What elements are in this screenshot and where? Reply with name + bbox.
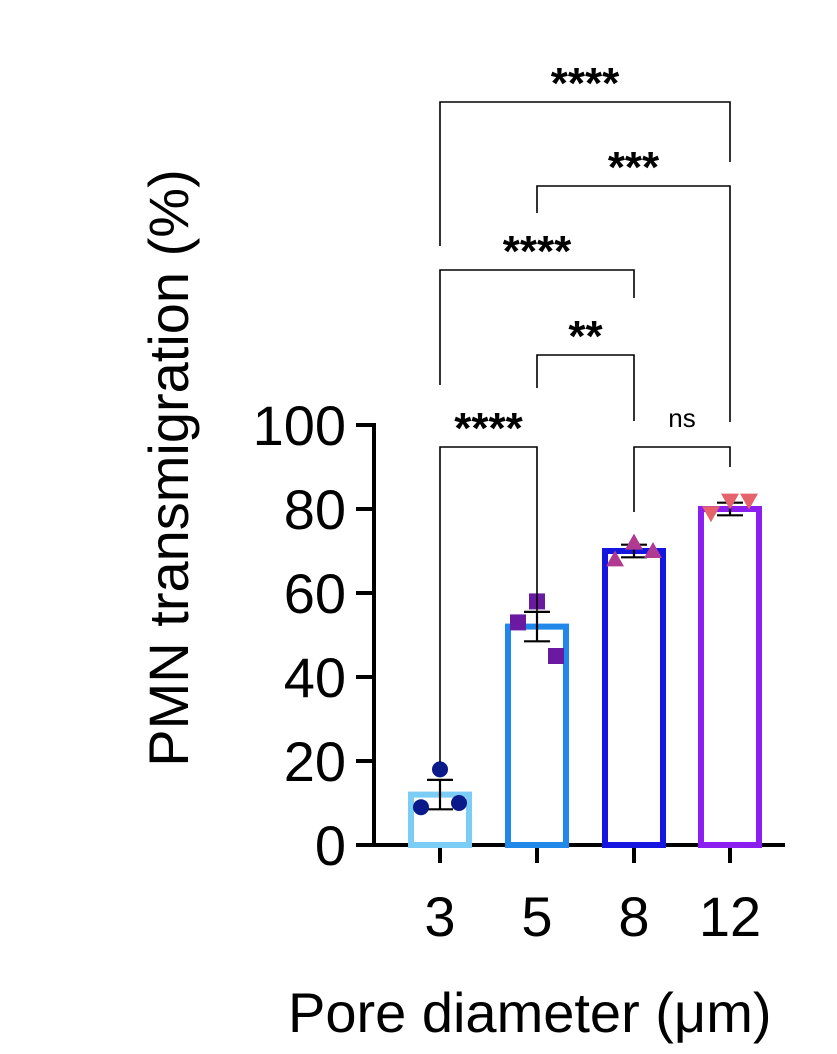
bars	[408, 506, 762, 848]
comparison-bracket	[536, 354, 635, 421]
y-tick-label: 0	[315, 814, 346, 877]
y-tick-label: 100	[253, 394, 346, 457]
data-point	[413, 799, 429, 816]
y-ticks: 0 20 40 60 80 100	[253, 394, 374, 877]
y-tick-label: 80	[284, 478, 346, 541]
significance-label: ***	[608, 143, 660, 192]
x-tick-label: 12	[699, 885, 761, 948]
significance-label: ****	[454, 404, 523, 453]
data-point	[451, 795, 467, 811]
comparison-bracket	[439, 101, 731, 246]
error-bars	[427, 501, 743, 811]
significance-brackets: ******ns***********	[439, 59, 731, 762]
data-point	[721, 493, 739, 510]
y-tick-label: 20	[284, 730, 346, 793]
x-tick-label: 8	[618, 885, 649, 948]
comparison-bracket	[439, 446, 538, 762]
significance-label: ****	[503, 227, 572, 276]
significance-label: ****	[551, 59, 620, 108]
y-axis-label: PMN transmigration (%)	[137, 169, 200, 766]
data-point	[606, 550, 624, 567]
y-tick-label: 40	[284, 646, 346, 709]
significance-label: **	[568, 312, 603, 361]
bar	[698, 506, 762, 848]
comparison-bracket	[439, 269, 635, 385]
data-point	[644, 542, 662, 558]
data-point	[510, 614, 526, 631]
data-point	[702, 506, 720, 523]
x-axis-label: Pore diameter (μm)	[288, 981, 772, 1044]
bar	[602, 548, 666, 848]
x-tick-label: 3	[424, 885, 455, 948]
data-point	[740, 493, 758, 510]
y-tick-label: 60	[284, 562, 346, 625]
comparison-bracket	[633, 446, 731, 512]
data-point	[625, 533, 643, 550]
x-tick-label: 5	[521, 885, 552, 948]
data-point	[432, 761, 448, 778]
comparison-bracket	[536, 185, 731, 422]
data-point	[548, 648, 564, 664]
x-ticks: 3 5 8 12	[424, 845, 761, 948]
significance-label: ns	[668, 403, 695, 433]
